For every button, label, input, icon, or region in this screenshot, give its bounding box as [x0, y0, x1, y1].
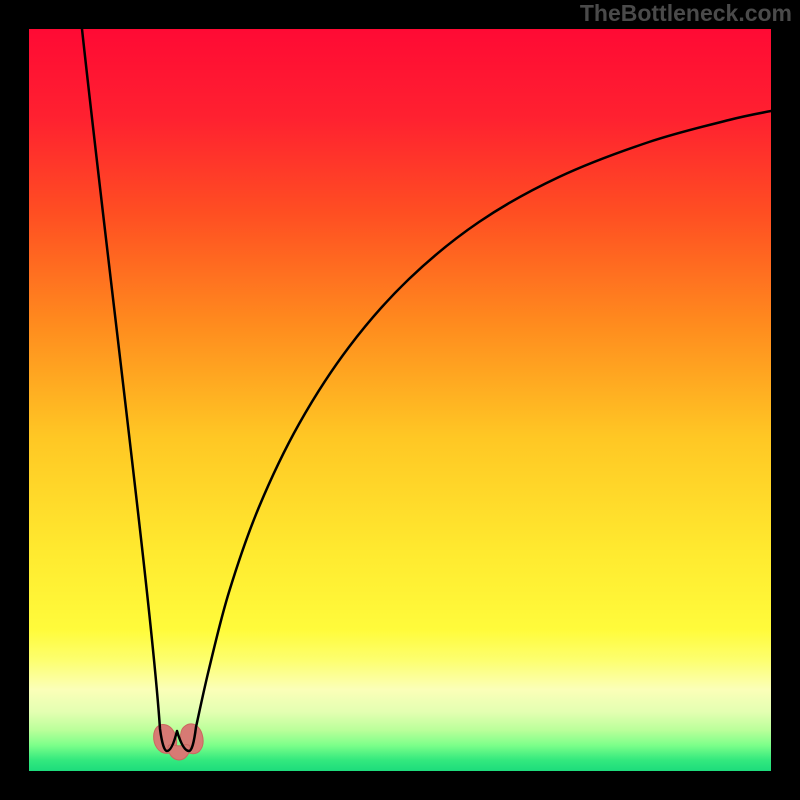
chart-container: TheBottleneck.com [0, 0, 800, 800]
chart-svg [0, 0, 800, 800]
watermark-label: TheBottleneck.com [580, 0, 792, 27]
plot-area [29, 29, 771, 771]
